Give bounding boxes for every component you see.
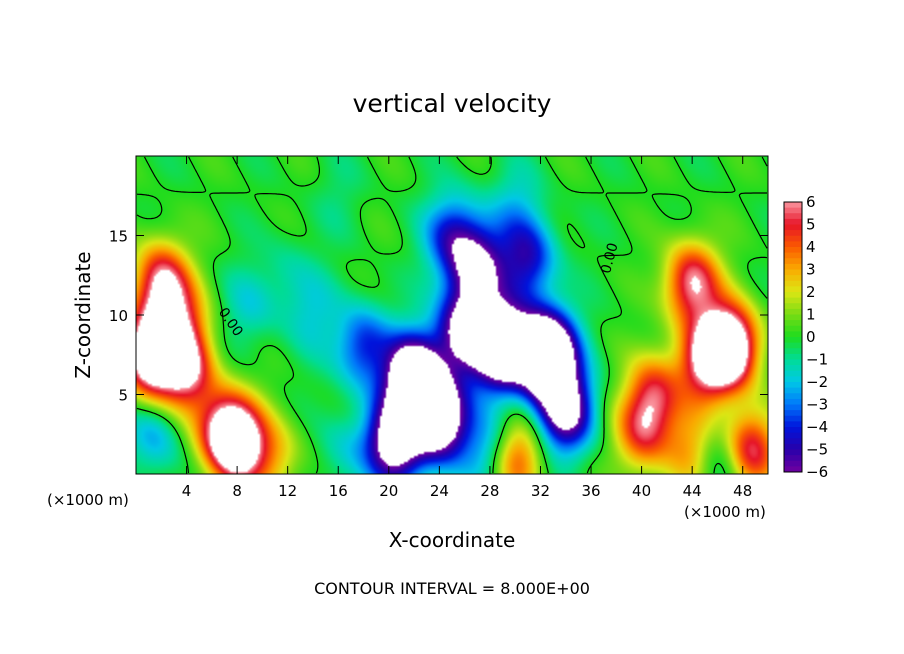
colorbar-swatch [784, 303, 802, 310]
colorbar-swatch [784, 325, 802, 332]
colorbar-swatch [784, 359, 802, 366]
colorbar-swatch [784, 466, 802, 473]
x-tick-label: 12 [278, 482, 297, 500]
zero-contours [136, 156, 768, 474]
colorbar-tick-label: 5 [806, 216, 816, 234]
colorbar-swatch [784, 292, 802, 299]
x-tick-label: 24 [430, 482, 449, 500]
colorbar-swatch [784, 443, 802, 450]
zero-contour-line [136, 156, 768, 474]
y-axis-ticks: 5 10 15 [109, 228, 768, 405]
colorbar-swatch [784, 404, 802, 411]
colorbar-swatch [784, 213, 802, 220]
x-tick-label: 36 [581, 482, 600, 500]
x-tick-label: 48 [733, 482, 752, 500]
colorbar-swatch [784, 365, 802, 372]
colorbar-swatch [784, 320, 802, 327]
colorbar-tick-label: −6 [806, 463, 828, 481]
colorbar-swatch [784, 449, 802, 456]
colorbar-swatch [784, 275, 802, 282]
x-tick-label: 44 [683, 482, 702, 500]
colorbar-swatch [784, 235, 802, 242]
velocity-field-image [136, 156, 768, 474]
colorbar-frame [783, 201, 803, 473]
colorbar-swatch [784, 348, 802, 355]
plot-area: 0.000.00 [135, 155, 769, 475]
colorbar-swatch [784, 398, 802, 405]
contour-interval-note: CONTOUR INTERVAL = 8.000E+00 [314, 579, 590, 598]
colorbar-swatch [784, 455, 802, 462]
colorbar-swatch [784, 269, 802, 276]
x-tick-label: 16 [329, 482, 348, 500]
colorbar-swatch [784, 387, 802, 394]
colorbar-tick-label: −5 [806, 441, 828, 459]
colorbar-tick-label: −2 [806, 373, 828, 391]
colorbar-swatch [784, 438, 802, 445]
x-axis-label: X-coordinate [389, 528, 516, 552]
colorbar-swatch [784, 427, 802, 434]
x-tick-label: 28 [480, 482, 499, 500]
colorbar-swatch [784, 382, 802, 389]
colorbar-swatch [784, 280, 802, 287]
colorbar-tick-label: 1 [806, 306, 816, 324]
colorbar-swatch [784, 252, 802, 259]
x-axis-ticks: 4 8 12 16 20 24 28 32 36 40 44 48 [182, 156, 752, 500]
colorbar-tick-label: 3 [806, 261, 816, 279]
x-unit-label-right: (×1000 m) [684, 503, 766, 521]
x-tick-label: 8 [232, 482, 242, 500]
y-tick-label: 15 [109, 228, 128, 246]
colorbar-swatch [784, 376, 802, 383]
colorbar-tick-label: −4 [806, 418, 828, 436]
x-tick-label: 32 [531, 482, 550, 500]
colorbar-swatch [784, 297, 802, 304]
colorbar-swatch [784, 308, 802, 315]
y-tick-label: 5 [118, 387, 128, 405]
colorbar-swatch [784, 247, 802, 254]
colorbar-swatch [784, 218, 802, 225]
colorbar-swatch [784, 263, 802, 270]
colorbar-swatch [784, 258, 802, 265]
colorbar-swatch [784, 202, 802, 209]
x-tick-label: 20 [379, 482, 398, 500]
colorbar-swatch [784, 415, 802, 422]
colorbar-swatch [784, 286, 802, 293]
colorbar-swatch [784, 314, 802, 321]
colorbar-swatch [784, 331, 802, 338]
chart-title: vertical velocity [353, 89, 552, 118]
x-unit-label-left: (×1000 m) [47, 491, 129, 509]
colorbar-tick-label: 2 [806, 283, 816, 301]
colorbar-tick-label: 0 [806, 328, 816, 346]
colorbar-swatch [784, 432, 802, 439]
colorbar-tick-label: −1 [806, 351, 828, 369]
colorbar-tick-label: −3 [806, 396, 828, 414]
colorbar: 6 5 4 3 2 1 0 −1 −2 −3 −4 −5 −6 [783, 193, 828, 481]
colorbar-swatch [784, 241, 802, 248]
colorbar-swatch [784, 342, 802, 349]
colorbar-swatch [784, 370, 802, 377]
colorbar-tick-label: 4 [806, 238, 816, 256]
contour-label: 0.00 [598, 241, 622, 275]
colorbar-swatch [784, 353, 802, 360]
colorbar-swatch [784, 410, 802, 417]
colorbar-swatch [784, 393, 802, 400]
colorbar-swatch [784, 230, 802, 237]
colorbar-tick-label: 6 [806, 193, 816, 211]
colorbar-swatch [784, 460, 802, 467]
y-axis-label: Z-coordinate [71, 251, 95, 378]
colorbar-swatch [784, 207, 802, 214]
colorbar-swatch [784, 337, 802, 344]
x-tick-label: 4 [182, 482, 192, 500]
colorbar-swatch [784, 421, 802, 428]
y-tick-label: 10 [109, 307, 128, 325]
x-tick-label: 40 [632, 482, 651, 500]
colorbar-swatch [784, 224, 802, 231]
